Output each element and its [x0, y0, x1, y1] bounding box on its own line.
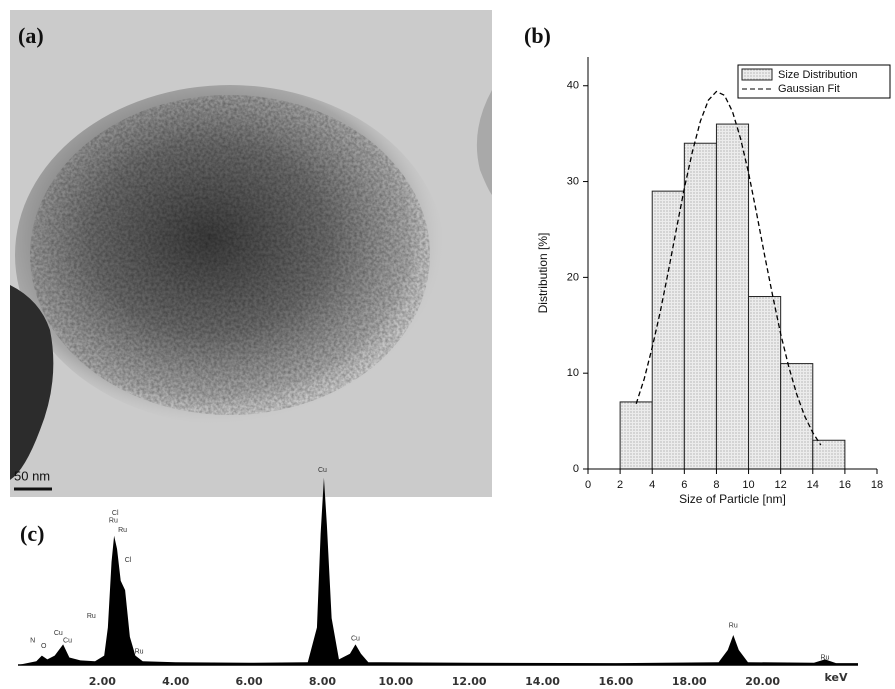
peak-label: O	[41, 643, 47, 650]
y-tick-label: 30	[567, 175, 579, 187]
x-tick-label: 0	[585, 479, 591, 491]
peak-label: Ru	[109, 518, 118, 525]
peak-label: Ru	[821, 654, 830, 661]
peak-label: Cu	[318, 467, 327, 474]
peak-label: Ru	[87, 613, 96, 620]
x-tick-label: 14	[807, 479, 819, 491]
peak-label: Cl	[125, 557, 132, 564]
legend-label: Gaussian Fit	[778, 83, 840, 95]
peak-label: Ru	[118, 527, 127, 534]
x-tick-label: 14.00	[525, 675, 560, 688]
panel-label: (b)	[524, 23, 551, 48]
peak-label: Ru	[729, 623, 738, 630]
panel-label: (c)	[20, 521, 44, 546]
y-tick-label: 20	[567, 271, 579, 283]
bar	[748, 296, 782, 470]
x-tick-label: 8	[713, 479, 719, 491]
x-tick-label: 20.00	[745, 675, 780, 688]
x-tick-label: 2	[617, 479, 623, 491]
x-tick-label: 4.00	[162, 675, 189, 688]
tem-image: 50 nm	[10, 10, 492, 497]
peak-label: Ru	[135, 649, 144, 656]
bar	[683, 142, 717, 470]
y-tick-label: 10	[567, 367, 579, 379]
x-axis-label: Size of Particle [nm]	[679, 492, 786, 506]
scale-bar-label: 50 nm	[14, 468, 50, 483]
x-tick-label: 4	[649, 479, 655, 491]
x-tick-label: 18.00	[672, 675, 707, 688]
peak-label: Cu	[351, 636, 360, 643]
x-tick-label: 6	[681, 479, 687, 491]
bar	[651, 190, 685, 470]
y-tick-label: 0	[573, 463, 579, 475]
bar	[812, 439, 846, 470]
x-tick-label: 6.00	[236, 675, 263, 688]
fit-line	[635, 90, 822, 446]
x-tick-label: 2.00	[89, 675, 116, 688]
x-axis-label: keV	[825, 671, 848, 684]
peak-label: Cu	[63, 637, 72, 644]
x-tick-label: 16	[839, 479, 851, 491]
peak-label: Cl	[112, 510, 119, 517]
x-tick-label: 12	[775, 479, 787, 491]
peak-label: Cu	[54, 630, 63, 637]
bar	[780, 363, 814, 470]
y-axis-label: Distribution [%]	[536, 233, 550, 314]
bar	[715, 123, 750, 470]
x-tick-label: 8.00	[309, 675, 336, 688]
legend-label: Size Distribution	[778, 69, 857, 81]
peak-label: N	[30, 637, 35, 644]
x-tick-label: 10.00	[378, 675, 413, 688]
x-tick-label: 12.00	[452, 675, 487, 688]
x-tick-label: 16.00	[599, 675, 634, 688]
panel-label: (a)	[18, 23, 44, 48]
y-tick-label: 40	[567, 80, 579, 92]
x-tick-label: 10	[742, 479, 754, 491]
bar	[619, 401, 653, 470]
legend-swatch	[741, 68, 773, 81]
x-tick-label: 18	[871, 479, 883, 491]
